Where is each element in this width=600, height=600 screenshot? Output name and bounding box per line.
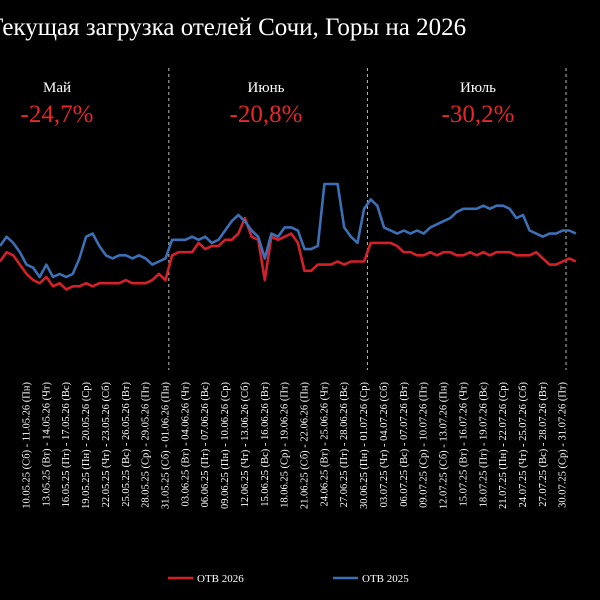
- x-tick-label: 16.05.25 (Пт) - 17.05.26 (Вс): [61, 382, 72, 508]
- series-line-otv-2025: [0, 182, 577, 279]
- x-tick-label: 31.05.25 (Сб) - 01.06.26 (Пн): [161, 382, 172, 510]
- chart-title: Текущая загрузка отелей Сочи, Горы на 20…: [0, 14, 466, 41]
- x-tick-label: 09.07.25 (Ср) - 10.07.26 (Пт): [419, 382, 430, 508]
- period-name-2: Июнь: [248, 80, 285, 96]
- x-tick-label: 28.05.25 (Ср) - 29.05.26 (Пт): [141, 382, 152, 508]
- x-tick-label: 21.07.25 (Пн) - 22.07.26 (Ср): [498, 382, 509, 509]
- period-change-1: -24,7%: [21, 101, 94, 128]
- series-line-otv-2026: [0, 216, 577, 291]
- period-labels: Май -24,7% Июнь -20,8% Июль -30,2%: [21, 80, 515, 128]
- x-tick-label: 12.07.25 (Сб) - 13.07.26 (Пн): [439, 382, 450, 510]
- legend-label-2: ОТВ 2025: [362, 573, 409, 585]
- series-lines: [0, 182, 577, 291]
- x-tick-label: 24.07.25 (Чт) - 25.07.26 (Сб): [518, 382, 529, 508]
- x-tick-label: 21.06.25 (Сб) - 22.06.26 (Пн): [300, 382, 311, 510]
- x-tick-label: 15.06.25 (Вс) - 16.06.26 (Вт): [260, 382, 271, 507]
- legend: ОТВ 2026 ОТВ 2025: [168, 573, 409, 585]
- x-tick-label: 19.05.25 (Пн) - 20.05.26 (Ср): [81, 382, 92, 509]
- period-change-2: -20,8%: [230, 101, 303, 128]
- x-tick-label: 27.06.25 (Пт) - 28.06.26 (Вс): [339, 382, 350, 508]
- x-tick-label: 24.06.25 (Вт) - 25.06.26 (Чт): [319, 382, 330, 507]
- x-axis-tick-labels: 10.05.25 (Сб) - 11.05.26 (Пн) 13.05.25 (В…: [22, 382, 569, 510]
- legend-label-1: ОТВ 2026: [197, 573, 244, 585]
- x-tick-label: 03.07.25 (Чт) - 04.07.26 (Сб): [379, 382, 390, 508]
- x-tick-label: 22.05.25 (Чт) - 23.05.26 (Сб): [101, 382, 112, 508]
- period-dividers: [168, 68, 567, 370]
- period-name-1: Май: [43, 80, 71, 96]
- x-tick-label: 18.06.25 (Ср) - 19.06.26 (Пт): [280, 382, 291, 508]
- period-name-3: Июль: [460, 80, 496, 96]
- x-tick-label: 06.06.25 (Пт) - 07.06.26 (Вс): [200, 382, 211, 508]
- x-tick-label: 12.06.25 (Чт) - 13.06.26 (Сб): [240, 382, 251, 508]
- x-tick-label: 09.06.25 (Пн) - 10.06.26 (Ср): [220, 382, 231, 509]
- x-tick-label: 13.05.25 (Вт) - 14.05.26 (Чт): [41, 382, 52, 507]
- x-tick-label: 15.07.25 (Вт) - 16.07.26 (Чт): [458, 382, 469, 507]
- x-tick-label: 06.07.25 (Вс) - 07.07.26 (Вт): [399, 382, 410, 507]
- period-change-3: -30,2%: [442, 101, 515, 128]
- x-tick-label: 18.07.25 (Пт) - 19.07.26 (Вс): [478, 382, 489, 508]
- x-tick-label: 25.05.25 (Вс) - 26.05.26 (Вт): [121, 382, 132, 507]
- x-tick-label: 10.05.25 (Сб) - 11.05.26 (Пн): [22, 382, 33, 509]
- x-tick-label: 03.06.25 (Вт) - 04.06.26 (Чт): [180, 382, 191, 507]
- x-tick-label: 30.07.25 (Ср) - 31.07.26 (Пт): [558, 382, 569, 508]
- x-tick-label: 30.06.25 (Пн) - 01.07.26 (Ср): [359, 382, 370, 509]
- x-tick-label: 27.07.25 (Вс) - 28.07.26 (Вт): [538, 382, 549, 507]
